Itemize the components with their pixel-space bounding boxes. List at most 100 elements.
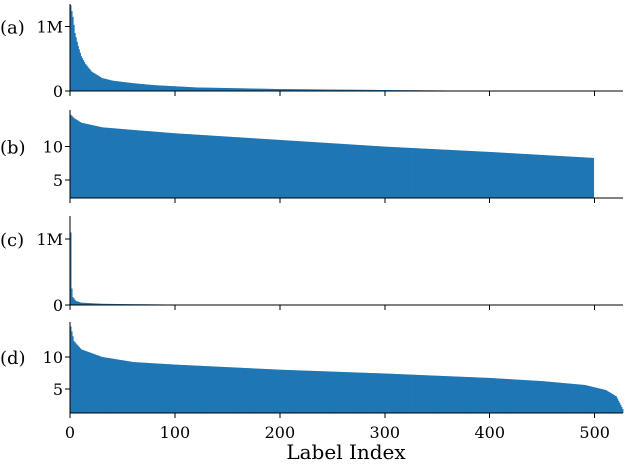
bar xyxy=(189,365,192,413)
bar xyxy=(92,72,94,91)
bar xyxy=(242,88,244,91)
bar xyxy=(153,85,156,91)
bar xyxy=(324,142,327,198)
bar xyxy=(544,155,546,198)
bar xyxy=(333,371,335,413)
bar xyxy=(424,375,427,413)
bar xyxy=(498,378,500,413)
bar xyxy=(221,366,223,413)
bar xyxy=(222,136,224,198)
bar xyxy=(501,378,503,413)
bar xyxy=(554,155,557,198)
bar xyxy=(275,139,278,198)
bar xyxy=(271,139,273,198)
bar xyxy=(250,138,252,198)
bar xyxy=(374,373,376,413)
bar xyxy=(233,367,236,413)
bar xyxy=(224,136,226,198)
bar xyxy=(103,357,106,413)
bar xyxy=(541,154,543,198)
bar xyxy=(84,302,87,305)
bar xyxy=(213,87,216,91)
bar xyxy=(148,84,151,91)
bar xyxy=(175,86,178,91)
bar xyxy=(109,80,112,91)
bar xyxy=(407,147,410,198)
bar xyxy=(85,351,88,413)
bar xyxy=(469,150,472,198)
bar xyxy=(510,379,513,413)
bar xyxy=(527,380,530,413)
bar xyxy=(246,88,248,91)
bar xyxy=(337,89,340,91)
bar xyxy=(163,85,165,91)
bar xyxy=(366,89,369,91)
bar xyxy=(551,382,554,413)
bar xyxy=(496,152,498,198)
bar xyxy=(606,390,608,413)
bar xyxy=(226,136,228,198)
bar xyxy=(294,140,297,198)
bar xyxy=(184,365,186,413)
bar xyxy=(138,362,140,413)
bar xyxy=(170,364,173,413)
bar xyxy=(273,88,276,91)
bar xyxy=(544,381,546,413)
bar xyxy=(110,80,113,91)
bar xyxy=(596,388,599,413)
bar xyxy=(92,303,94,305)
bar xyxy=(181,86,183,91)
bar xyxy=(548,381,550,413)
bar xyxy=(71,331,73,413)
bar xyxy=(334,371,336,413)
bar xyxy=(144,362,146,413)
bar xyxy=(279,89,282,91)
bar xyxy=(545,381,547,413)
bar xyxy=(561,382,563,413)
bar xyxy=(494,152,497,198)
panels: 0 1M (a) 5 10 (b) 0 1M (c) 0 100 200 300 400 500 5 10 (d) xyxy=(0,4,624,442)
bar xyxy=(360,372,363,413)
bar xyxy=(183,365,185,413)
bar xyxy=(198,87,200,91)
bar xyxy=(399,374,401,413)
bars-b xyxy=(70,114,595,198)
bar xyxy=(296,370,299,413)
bar xyxy=(368,145,370,198)
bar xyxy=(189,87,192,91)
bar xyxy=(165,364,167,413)
bar xyxy=(328,89,330,91)
bar xyxy=(308,141,310,198)
bar xyxy=(392,373,394,413)
bar xyxy=(359,372,362,413)
bar xyxy=(237,137,240,198)
bar xyxy=(229,88,231,91)
bar xyxy=(375,146,377,198)
bar xyxy=(172,364,175,413)
bar xyxy=(165,132,167,198)
bar xyxy=(590,157,592,198)
bar xyxy=(444,376,447,413)
bar xyxy=(149,363,152,413)
bar xyxy=(102,357,105,413)
bar xyxy=(98,303,100,305)
bar xyxy=(460,376,462,413)
bar xyxy=(299,89,302,91)
bar xyxy=(101,357,103,413)
bar xyxy=(432,375,434,413)
bar xyxy=(450,150,453,198)
bar xyxy=(446,376,449,413)
bar xyxy=(221,87,223,91)
bar xyxy=(369,89,371,91)
bar xyxy=(207,135,209,198)
bar xyxy=(272,369,275,413)
bar xyxy=(119,359,121,413)
bar xyxy=(373,145,375,198)
bar xyxy=(444,149,447,198)
bar xyxy=(385,146,388,198)
bar xyxy=(568,156,570,198)
bar xyxy=(94,73,96,91)
bar xyxy=(71,11,73,92)
bar xyxy=(185,134,187,198)
bar xyxy=(107,358,110,413)
